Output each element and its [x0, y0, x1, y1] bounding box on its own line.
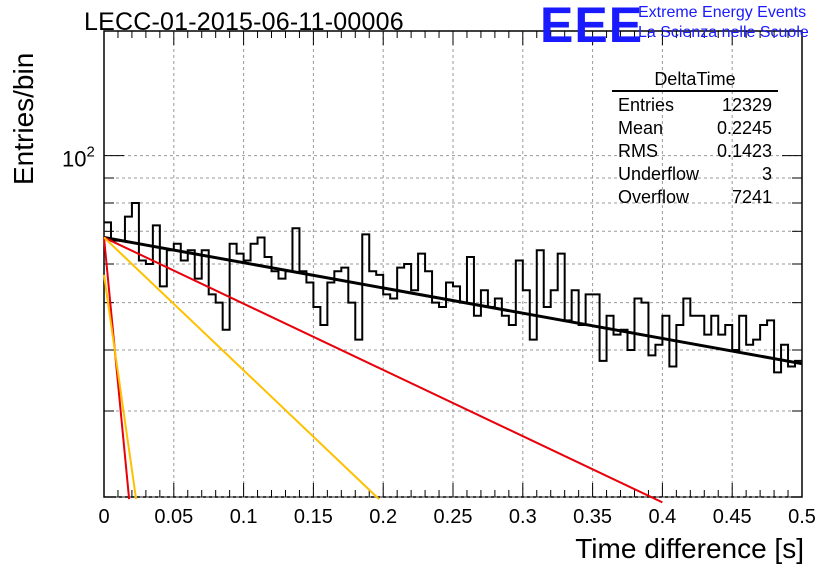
x-tick-label: 0.5 [788, 506, 816, 528]
x-tick-label: 0.45 [713, 506, 752, 528]
y-axis-label: Entries/bin [8, 52, 39, 185]
x-tick-label: 0.2 [369, 506, 397, 528]
fit-curve-yellow [103, 236, 380, 500]
eee-logo: EEE [540, 0, 644, 53]
stats-row-entries: Entries 12329 [612, 94, 778, 117]
stats-value: 0.1423 [716, 141, 772, 161]
x-tick-label: 0 [98, 506, 109, 528]
stats-row-rms: RMS 0.1423 [612, 140, 778, 163]
stats-label: Mean [618, 118, 664, 138]
stats-label: RMS [618, 141, 658, 161]
fit-curve-red [103, 236, 663, 504]
x-tick-label: 0.1 [230, 506, 258, 528]
stats-label: Underflow [618, 164, 700, 184]
stats-label: Overflow [618, 187, 690, 207]
stats-value: 0.2245 [716, 118, 772, 138]
x-tick-label: 0.05 [154, 506, 193, 528]
stats-value: 3 [761, 164, 772, 184]
eee-tagline-1: Extreme Energy Events [638, 4, 807, 21]
eee-tagline-2: La Scienza nelle Scuole [638, 24, 809, 41]
y-tick-label: 102 [62, 144, 95, 172]
histogram-steps [104, 201, 802, 374]
y-tick-base: 10 [62, 147, 86, 172]
x-axis-label: Time difference [s] [575, 533, 804, 564]
x-tick-label: 0.15 [294, 506, 333, 528]
fit-curve-yellow [103, 274, 138, 500]
stats-row-overflow: Overflow 7241 [612, 186, 778, 209]
stats-label: Entries [618, 95, 675, 115]
stats-row-underflow: Underflow 3 [612, 163, 778, 186]
x-tick-label: 0.35 [573, 506, 612, 528]
y-tick-exponent: 2 [86, 144, 94, 161]
stats-value: 7241 [731, 187, 772, 207]
stats-value: 12329 [721, 95, 772, 115]
stats-row-mean: Mean 0.2245 [612, 117, 778, 140]
x-tick-label: 0.25 [434, 506, 473, 528]
stats-title: DeltaTime [612, 68, 778, 92]
x-tick-label: 0.4 [648, 506, 676, 528]
x-tick-label: 0.3 [509, 506, 537, 528]
stats-box: DeltaTime Entries 12329 Mean 0.2245 RMS … [612, 68, 778, 209]
fit-curve-black [103, 235, 803, 366]
run-title: LECC-01-2015-06-11-00006 [84, 8, 404, 36]
